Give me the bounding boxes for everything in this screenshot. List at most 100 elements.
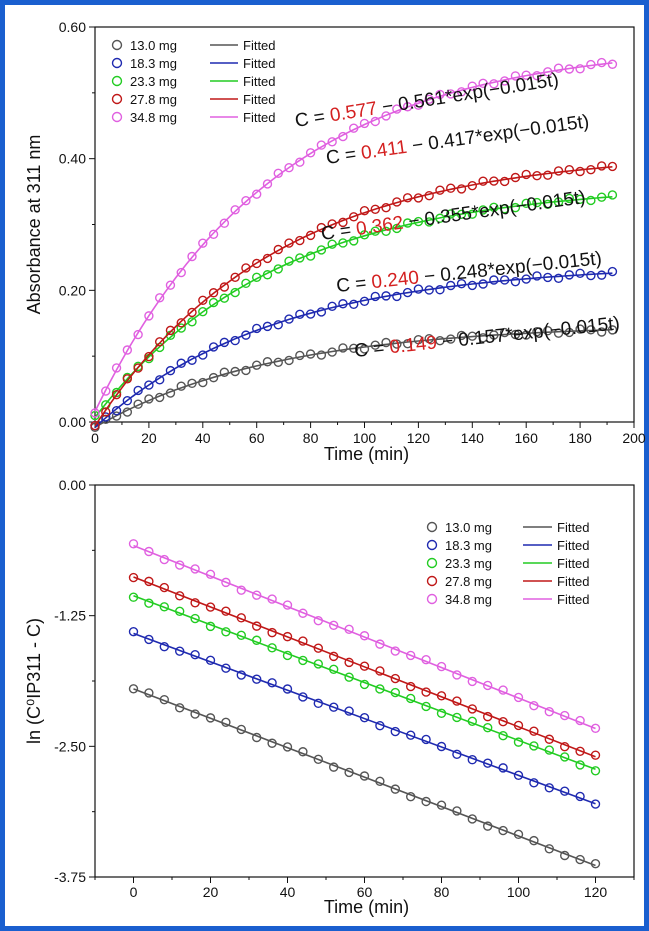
x-tick-label-2: 0 [130,884,138,900]
data-point-2 [560,710,570,721]
fit-line-1 [94,62,613,412]
data-point-1 [532,70,542,81]
data-point-2 [498,716,508,727]
data-point-2 [236,630,247,641]
legend-marker-2 [426,575,438,587]
data-point-1 [586,270,596,281]
data-point-2 [575,791,585,802]
data-point-2 [344,624,354,635]
data-point-2 [498,731,508,741]
data-point-1 [90,408,100,418]
data-point-1 [316,350,327,360]
equation-coefficient: 0.240 [371,267,420,293]
data-point-2 [406,791,416,802]
data-point-1 [370,340,380,350]
data-point-1 [338,343,348,353]
data-point-1 [381,291,391,301]
data-point-2 [252,635,262,645]
fit-line-2 [133,576,596,758]
data-point-1 [187,251,197,262]
data-point-1 [456,330,467,341]
data-point-1 [413,334,424,345]
data-point-2 [513,692,524,703]
data-point-2 [174,606,185,616]
data-point-1 [446,89,456,99]
data-point-1 [165,280,176,290]
data-point-2 [298,747,308,757]
data-point-1 [607,59,618,69]
data-point-1 [144,394,154,404]
data-point-2 [359,771,370,781]
data-point-2 [174,703,185,713]
data-point-2 [267,594,277,604]
data-point-2 [590,766,601,776]
data-point-2 [359,679,370,690]
data-point-1 [111,363,122,373]
x-tick-label-1: 80 [303,430,319,446]
data-point-2 [298,608,308,618]
data-point-1 [478,205,488,215]
data-point-2 [560,850,570,861]
data-point-1 [359,206,370,216]
data-point-1 [381,111,391,121]
data-point-1 [359,230,370,240]
data-point-2 [205,713,216,723]
data-point-1 [456,209,467,219]
x-tick-label-1: 120 [407,430,431,446]
data-point-1 [273,244,283,255]
data-point-2 [144,598,154,608]
data-point-2 [498,685,508,695]
data-point-2 [221,717,231,727]
data-point-1 [564,327,575,338]
legend-marker-1 [111,75,123,87]
data-point-1 [381,337,391,348]
legend-fit-label-2: Fitted [557,574,590,589]
data-point-1 [338,217,348,228]
data-point-2 [236,724,247,735]
legend-label-2: 18.3 mg [445,538,492,553]
data-point-1 [230,272,240,283]
legend-fit-label-1: Fitted [243,74,276,89]
x-tick-label-2: 60 [357,884,373,900]
data-point-2 [590,799,601,809]
legend-fit-label-1: Fitted [243,110,276,125]
data-point-1 [219,337,230,348]
data-point-1 [305,309,316,319]
data-point-1 [424,94,434,105]
data-point-2 [190,613,200,624]
data-point-2 [513,737,524,747]
data-point-2 [190,598,200,608]
chart-2: 0 20 40 60 80 100 120 0.00 -1.25 -2.50 -3.75 Time (… [24,477,635,917]
data-point-1 [327,347,337,357]
data-point-2 [390,784,400,794]
data-point-1 [252,323,262,334]
data-point-1 [596,161,607,171]
data-point-1 [327,301,337,312]
data-point-1 [392,197,402,207]
data-point-1 [553,197,564,207]
data-point-1 [144,351,154,362]
data-point-1 [413,100,424,110]
data-point-2 [344,767,354,778]
y-tick-label-2: -3.75 [54,869,86,885]
data-point-1 [543,272,553,283]
data-point-1 [165,365,176,376]
data-point-2 [390,726,400,737]
data-point-2 [375,666,385,676]
data-point-1 [327,219,337,229]
data-point-1 [381,226,391,237]
data-point-1 [402,218,413,228]
data-point-1 [176,318,186,328]
data-point-1 [176,267,186,278]
data-point-1 [176,381,186,391]
data-point-2 [252,732,262,743]
equation-suffix: − 0.248*exp(−0.015t) [418,248,603,288]
data-point-1 [252,258,262,269]
data-point-1 [532,326,542,337]
x-tick-label-1: 100 [353,430,377,446]
y-tick-label-2: -2.50 [54,738,86,754]
x-tick-label-1: 160 [515,430,539,446]
y-tick-label-1: 0.60 [59,19,86,35]
data-point-1 [90,420,100,431]
